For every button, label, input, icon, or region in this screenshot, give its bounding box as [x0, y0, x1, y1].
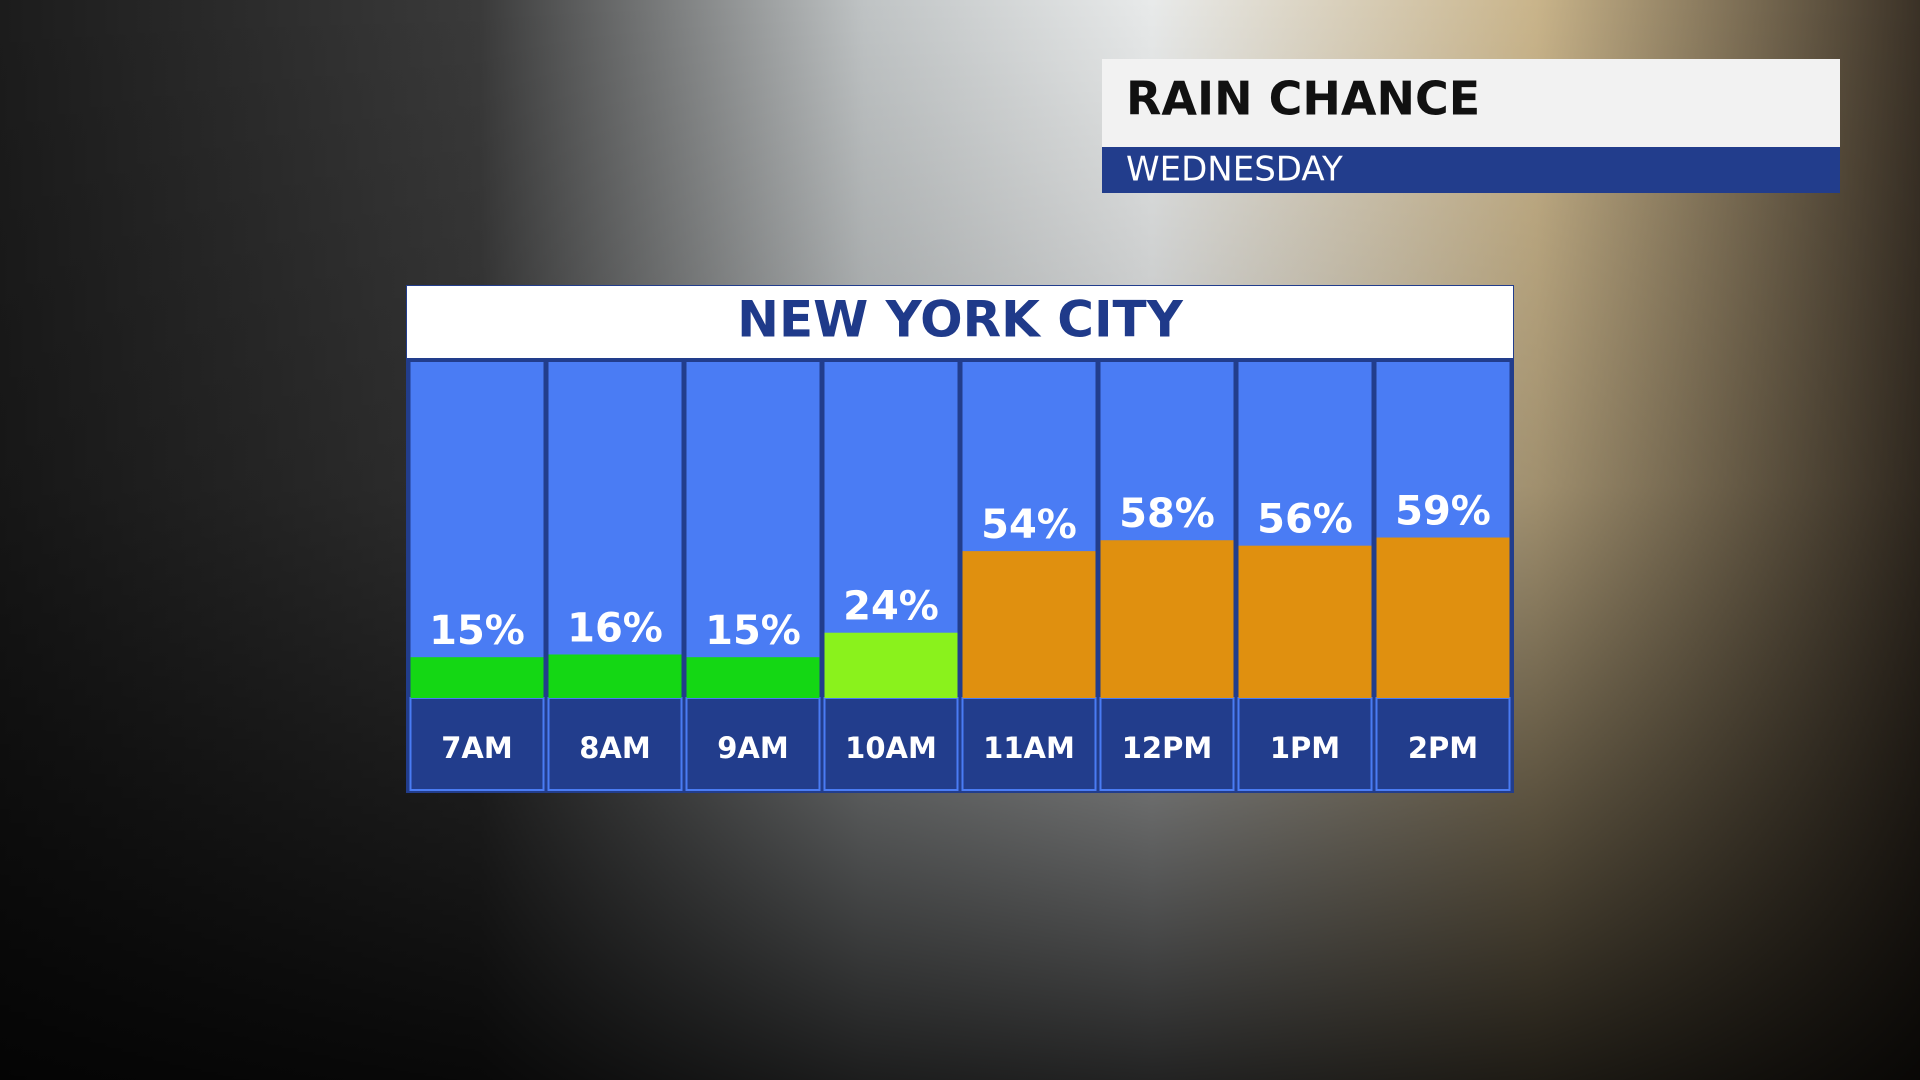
x-tick-label: 2PM: [1408, 731, 1478, 765]
value-label: 54%: [981, 502, 1077, 548]
label-band: [961, 697, 1097, 791]
value-label: 15%: [705, 608, 801, 654]
value-label: 58%: [1119, 491, 1215, 537]
bar: [962, 551, 1096, 698]
label-band: [409, 697, 545, 791]
value-label: 24%: [843, 584, 939, 630]
subtitle-box: [1102, 147, 1840, 193]
x-tick-label: 10AM: [845, 731, 937, 765]
bar: [548, 654, 682, 698]
bar: [686, 657, 820, 698]
column: [686, 362, 820, 698]
bar: [1238, 545, 1372, 698]
title: RAIN CHANCE: [1126, 72, 1480, 126]
subtitle: WEDNESDAY: [1126, 150, 1343, 190]
value-label: 56%: [1257, 497, 1353, 543]
label-band: [1099, 697, 1235, 791]
label-band: [1237, 697, 1373, 791]
x-tick-label: 7AM: [441, 731, 512, 765]
bar: [1376, 537, 1510, 698]
label-band: [1375, 697, 1511, 791]
label-band: [547, 697, 683, 791]
x-tick-label: 8AM: [579, 731, 650, 765]
value-label: 16%: [567, 605, 663, 651]
x-tick-label: 11AM: [983, 731, 1075, 765]
title-box: [1102, 59, 1840, 147]
chart-header: [407, 286, 1513, 358]
column: [410, 362, 544, 698]
bar: [824, 632, 958, 698]
value-label: 15%: [429, 608, 525, 654]
column: [548, 362, 682, 698]
label-band: [685, 697, 821, 791]
x-tick-label: 1PM: [1270, 731, 1340, 765]
x-tick-label: 9AM: [717, 731, 788, 765]
chart-title: NEW YORK CITY: [737, 291, 1184, 349]
bar: [1100, 540, 1234, 698]
x-tick-label: 12PM: [1122, 731, 1212, 765]
bar: [410, 657, 544, 698]
value-label: 59%: [1395, 489, 1491, 535]
